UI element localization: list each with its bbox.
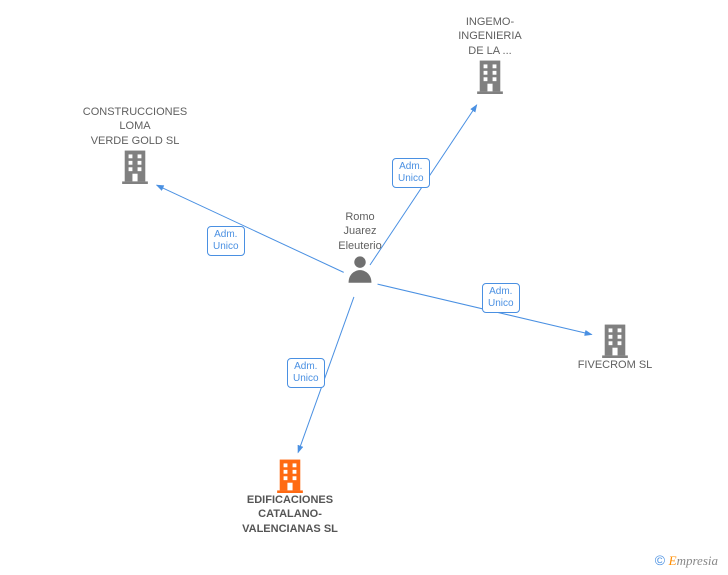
edge-label: Adm. Unico — [207, 226, 245, 256]
building-icon — [274, 457, 306, 493]
watermark: © Empresia — [655, 552, 718, 569]
node-ingemo: INGEMO- INGENIERIA DE LA ... — [440, 15, 540, 94]
building-icon — [599, 322, 631, 358]
node-label: INGEMO- INGENIERIA DE LA ... — [458, 15, 522, 58]
brand-rest: mpresia — [677, 553, 718, 568]
node-construcciones: CONSTRUCCIONES LOMA VERDE GOLD SL — [85, 105, 185, 184]
edge-label: Adm. Unico — [287, 358, 325, 388]
edges-layer — [0, 0, 728, 575]
edge-label: Adm. Unico — [482, 283, 520, 313]
copyright-symbol: © — [655, 552, 665, 568]
node-label: EDIFICACIONES CATALANO- VALENCIANAS SL — [242, 493, 338, 536]
node-label: FIVECROM SL — [578, 358, 653, 372]
node-romo: Romo Juarez Eleuterio — [310, 210, 410, 285]
node-label: Romo Juarez Eleuterio — [338, 210, 381, 253]
node-label: CONSTRUCCIONES LOMA VERDE GOLD SL — [83, 105, 188, 148]
building-icon — [474, 58, 506, 94]
building-icon — [119, 148, 151, 184]
brand-e: E — [669, 553, 677, 568]
edge-label: Adm. Unico — [392, 158, 430, 188]
node-fivecrom: FIVECROM SL — [565, 322, 665, 372]
person-icon — [346, 253, 374, 285]
node-edificaciones: EDIFICACIONES CATALANO- VALENCIANAS SL — [240, 457, 340, 536]
